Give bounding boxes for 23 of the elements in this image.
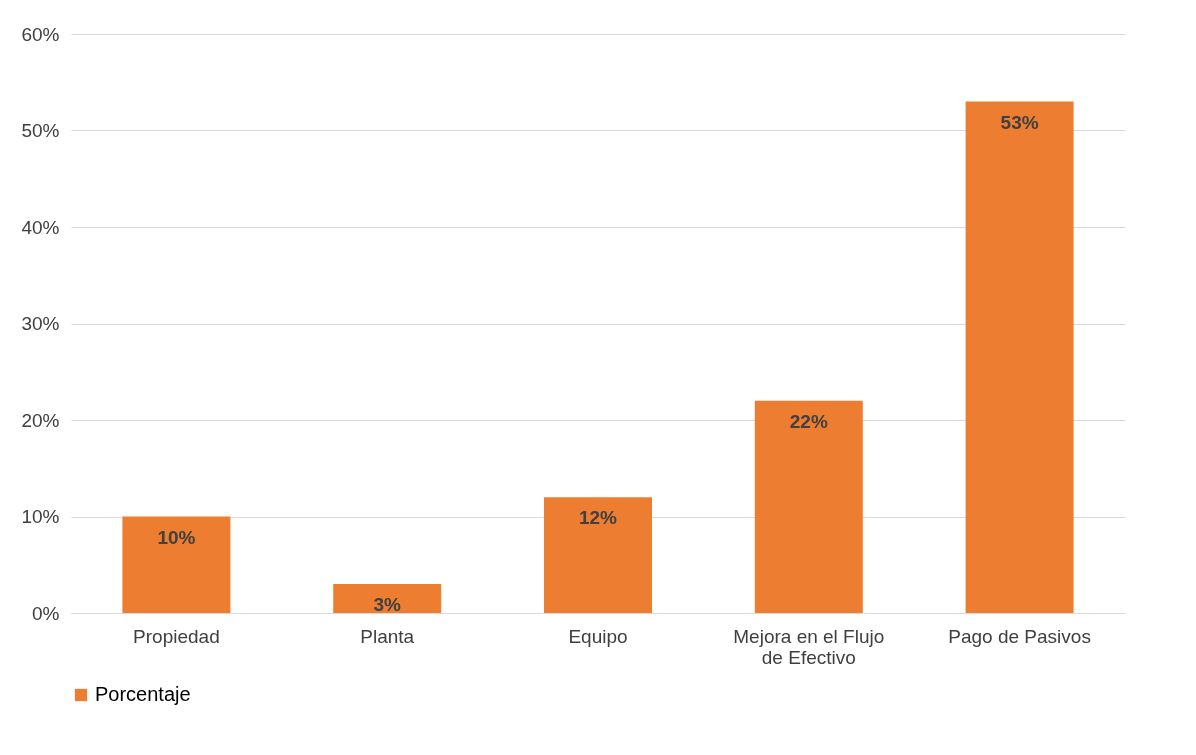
data-label: 53% [1000, 111, 1039, 133]
x-tick-label: Planta [360, 625, 415, 647]
bar [333, 584, 442, 613]
y-tick-label: 60% [21, 23, 60, 45]
y-tick-label: 50% [21, 120, 60, 141]
x-tick-label: Equipo [568, 625, 628, 647]
y-tick-label: 40% [21, 216, 60, 238]
legend-label: Porcentaje [95, 683, 191, 705]
data-label: 12% [578, 507, 618, 529]
y-tick-label: 30% [21, 313, 60, 334]
x-tick-label: Propiedad [133, 625, 220, 647]
bar [965, 101, 1074, 613]
y-tick-label: 20% [21, 409, 60, 431]
y-tick-label: 0% [32, 602, 60, 624]
data-label: 3% [373, 594, 402, 616]
bar [122, 516, 231, 613]
data-label: 10% [157, 526, 196, 548]
x-tick-label: Mejora en el Flujo de Efectivo [733, 625, 885, 668]
bar [544, 497, 652, 613]
bar [754, 400, 863, 613]
data-label: 22% [789, 410, 828, 432]
y-tick-label: 10% [21, 506, 60, 527]
x-tick-label: Pago de Pasivos [948, 625, 1091, 647]
